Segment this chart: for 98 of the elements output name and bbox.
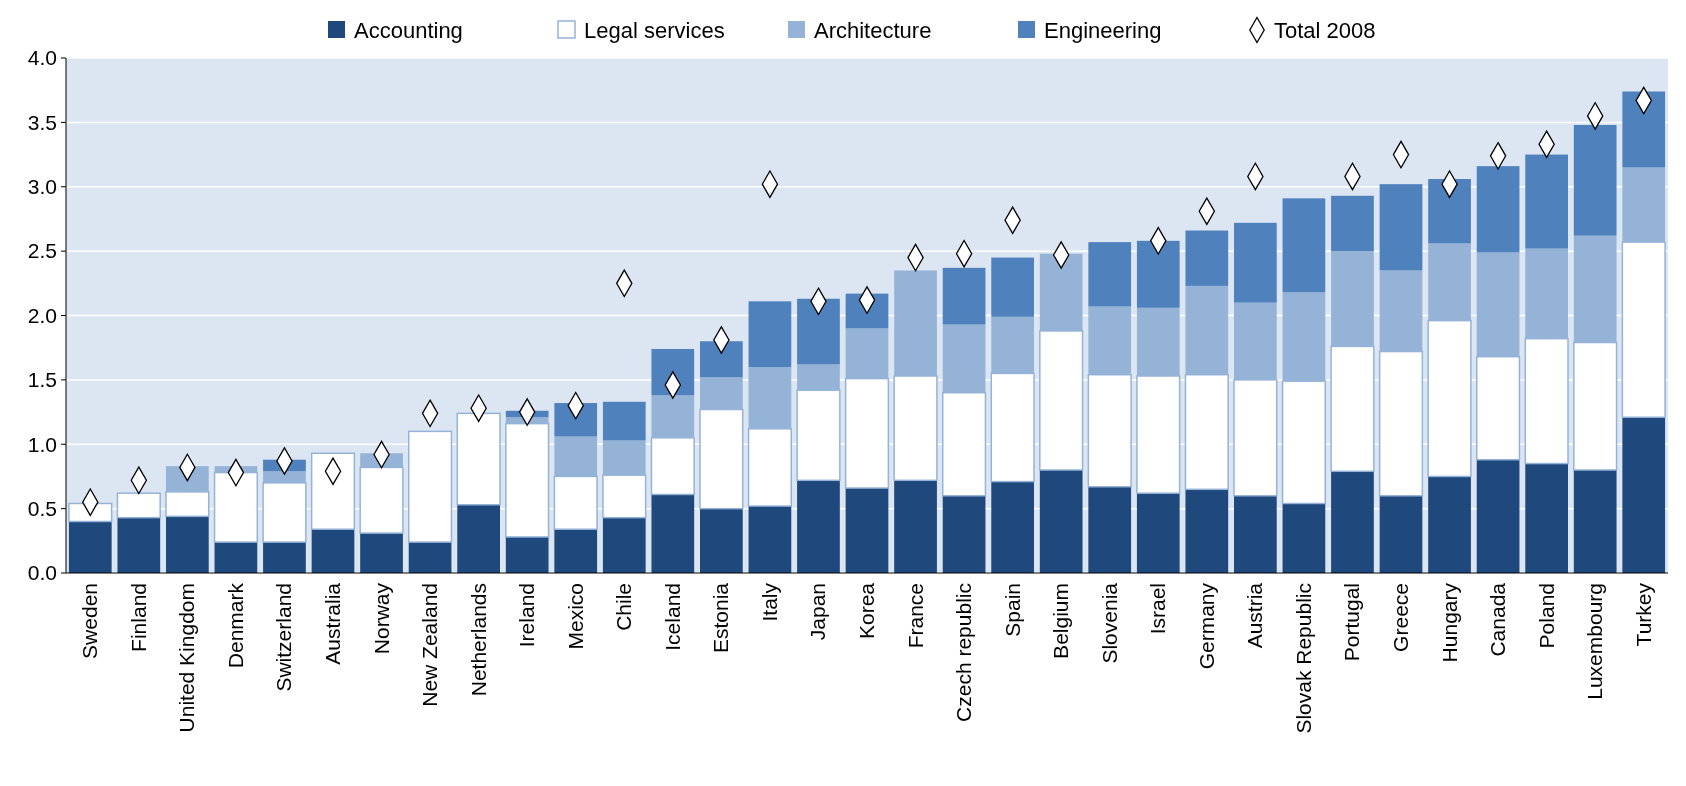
y-tick-label: 2.5 xyxy=(27,239,57,263)
bar xyxy=(1525,154,1568,249)
bar xyxy=(1234,495,1277,573)
legend-label: Accounting xyxy=(354,17,463,43)
bar xyxy=(700,508,743,573)
bar xyxy=(1234,222,1277,303)
bar xyxy=(1379,184,1423,271)
bar xyxy=(602,517,646,573)
x-tick-label: Portugal xyxy=(1340,583,1364,662)
bar xyxy=(214,542,258,573)
legend-label: Total 2008 xyxy=(1274,17,1376,43)
x-tick-label: Slovenia xyxy=(1097,582,1121,664)
y-tick-label: 1.5 xyxy=(27,368,57,392)
x-tick-label: Greece xyxy=(1389,583,1412,652)
x-tick-label: Switzerland xyxy=(272,583,296,692)
x-tick-label: Denmark xyxy=(223,582,247,669)
x-tick-label: Italy xyxy=(757,582,781,622)
bar xyxy=(1088,486,1132,573)
bar xyxy=(263,542,306,573)
x-tick-label: Canada xyxy=(1486,582,1510,657)
y-tick-label: 3.5 xyxy=(27,110,57,134)
bar xyxy=(1136,240,1180,308)
bar xyxy=(1185,489,1229,573)
x-tick-label: Korea xyxy=(855,582,878,640)
x-tick-label: Ireland xyxy=(515,583,539,648)
x-tick-label: Israel xyxy=(1146,583,1170,635)
legend-label: Engineering xyxy=(1044,17,1162,43)
bar xyxy=(797,480,840,573)
x-tick-label: United Kingdom xyxy=(175,583,199,733)
x-tick-label: Belgium xyxy=(1049,583,1073,659)
bar xyxy=(942,267,986,325)
bar xyxy=(360,533,403,573)
x-tick-label: Germany xyxy=(1194,582,1218,670)
bar xyxy=(1088,242,1132,307)
bar xyxy=(1573,124,1617,236)
x-tick-label: Estonia xyxy=(709,582,733,654)
x-tick-label: Iceland xyxy=(660,583,684,651)
bar xyxy=(1428,179,1471,244)
legend-label: Architecture xyxy=(814,17,932,43)
bar xyxy=(554,529,598,573)
x-tick-label: Netherlands xyxy=(466,583,490,697)
bar xyxy=(1039,470,1083,573)
y-tick-label: 1.0 xyxy=(27,432,57,456)
x-tick-label: France xyxy=(903,583,927,649)
x-tick-label: Japan xyxy=(806,583,830,641)
x-tick-label: Poland xyxy=(1534,583,1558,649)
x-tick-label: New Zealand xyxy=(418,583,442,707)
bar xyxy=(1476,459,1520,573)
bar xyxy=(166,516,209,573)
x-tick-label: Spain xyxy=(1000,583,1024,637)
bar xyxy=(1331,471,1374,573)
bar xyxy=(1476,166,1520,253)
y-tick-label: 4.0 xyxy=(27,46,57,70)
legend-label: Legal services xyxy=(584,17,725,43)
bar xyxy=(1573,470,1617,573)
x-tick-label: Slovak Republic xyxy=(1291,583,1315,734)
x-tick-label: Hungary xyxy=(1437,582,1461,663)
x-tick-label: Mexico xyxy=(563,583,587,650)
bar xyxy=(1282,503,1326,573)
y-tick-label: 3.0 xyxy=(27,175,57,199)
x-tick-label: Czech republic xyxy=(952,583,976,722)
bar xyxy=(117,517,161,573)
bar xyxy=(748,506,792,573)
bar xyxy=(1622,91,1666,168)
bar xyxy=(1622,417,1666,573)
bar xyxy=(700,341,743,378)
bar xyxy=(991,481,1034,573)
bar xyxy=(894,480,937,573)
bar xyxy=(942,495,986,573)
x-tick-label: Luxembourg xyxy=(1583,583,1607,700)
y-tick-label: 0.5 xyxy=(27,496,57,520)
bar xyxy=(1525,463,1568,573)
bar xyxy=(991,257,1034,317)
x-tick-label: Australia xyxy=(321,582,344,665)
x-tick-label: Chile xyxy=(612,583,636,631)
bar xyxy=(1428,476,1471,573)
y-tick-label: 2.0 xyxy=(27,303,57,327)
bar xyxy=(311,529,355,573)
bar xyxy=(1379,495,1423,573)
x-tick-label: Turkey xyxy=(1631,582,1655,647)
bar xyxy=(1331,195,1374,252)
x-tick-label: Norway xyxy=(369,582,393,655)
x-tick-label: Sweden xyxy=(78,583,102,659)
bar xyxy=(1185,230,1229,286)
x-tick-label: Finland xyxy=(126,583,150,652)
bar xyxy=(845,488,889,573)
bar xyxy=(1136,493,1180,573)
bar xyxy=(68,521,112,573)
bar xyxy=(505,536,549,573)
bar xyxy=(408,542,452,573)
bar xyxy=(457,504,500,573)
bar xyxy=(602,401,646,441)
y-tick-label: 0.0 xyxy=(27,561,57,585)
x-tick-label: Austria xyxy=(1243,582,1267,649)
bar xyxy=(797,298,840,365)
bar xyxy=(1282,198,1326,293)
bar xyxy=(651,494,695,573)
bar xyxy=(748,301,792,367)
